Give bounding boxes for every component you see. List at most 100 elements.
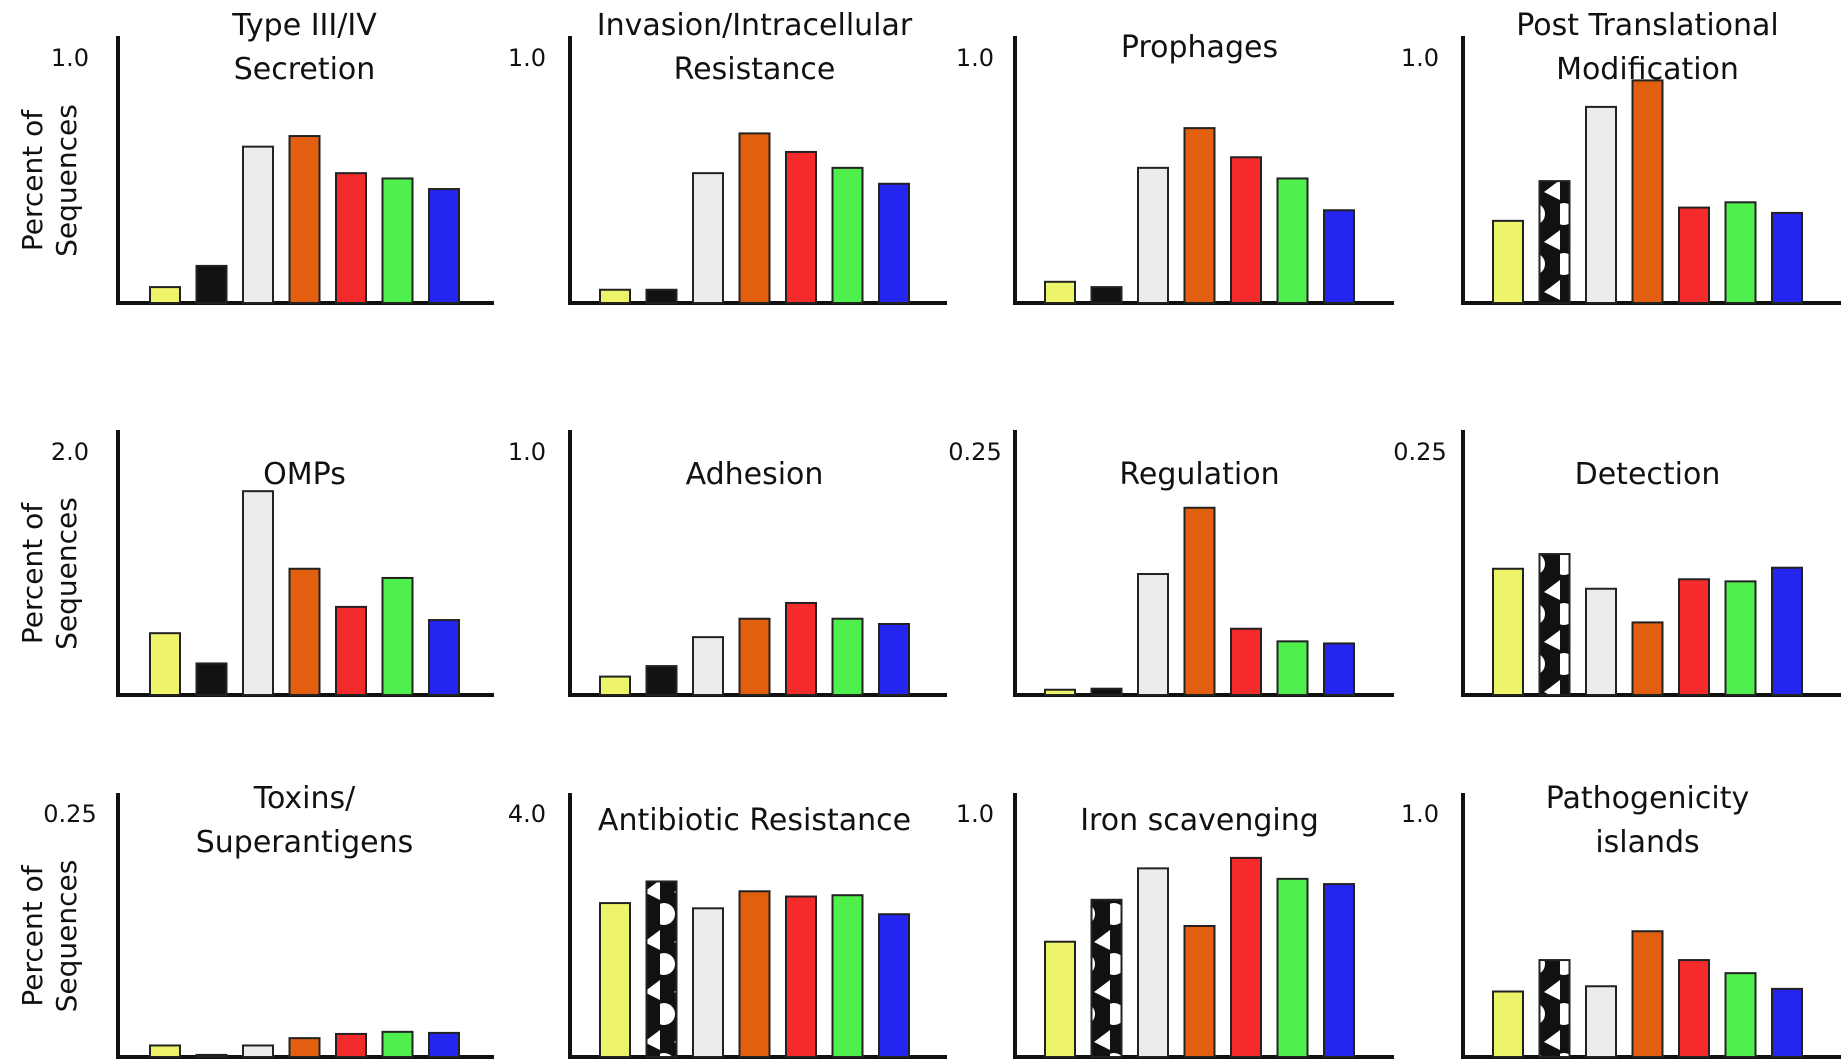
panel-title-line: Invasion/Intracellular [597,8,913,43]
bar-series-4 [1183,506,1216,696]
bar-series-1 [149,1044,181,1059]
y-axis-label-line: Sequences [50,860,83,1013]
y-axis-label: Percent of Sequences [16,497,83,650]
bar-series-7 [1771,987,1803,1059]
bar-series-4 [1631,79,1664,305]
bar-series-3 [692,172,724,304]
bar-series-6 [1276,877,1309,1059]
chart-panel-12: 1.0 Pathogenicity islands [1401,781,1841,1059]
bar-series-1 [149,286,181,305]
bar-series-4 [288,135,321,304]
bar-series-7 [878,182,910,304]
bar-series-3 [1137,166,1169,304]
chart-panel-11: 1.0 Iron scavenging [956,793,1394,1059]
bar-series-1 [1492,990,1524,1058]
bar-series-5 [1230,156,1262,304]
bar-series-7 [428,619,460,696]
bar-series-7 [878,913,910,1059]
bar-series-2 [1538,553,1571,696]
y-max-tick-label: 0.25 [948,438,1001,466]
bar-series-5 [335,1032,367,1058]
panel-title-line: Toxins/ [253,781,356,816]
bar-series-6 [1724,580,1757,696]
bar-series-2 [645,665,678,697]
y-max-tick-label: 1.0 [508,438,546,466]
bar-series-1 [1492,567,1524,697]
bar-series-1 [1492,219,1524,305]
panel-title-line: Antibiotic Resistance [598,803,911,838]
panel-title-line: Type III/IV [231,8,377,43]
bar-series-2 [1090,286,1123,305]
bar-series-6 [381,576,414,697]
bar-series-7 [1771,566,1803,697]
bar-series-4 [1631,930,1664,1058]
panel-title-line: Superantigens [196,825,414,860]
panel-title-line: islands [1595,825,1699,860]
bar-series-4 [288,567,321,697]
bar-series-1 [149,632,181,697]
bar-series-7 [1323,209,1355,304]
panel-title-line: Secretion [234,52,376,87]
bar-series-2 [1090,898,1123,1058]
y-max-tick-label: 1.0 [1401,44,1439,72]
chart-panel-5: 2.0 OMPs [51,430,494,697]
bar-series-4 [1631,621,1664,696]
bar-series-7 [1323,883,1355,1059]
bar-series-5 [1230,627,1262,696]
bar-series-4 [1183,127,1216,304]
bar-series-1 [599,675,631,697]
bar-series-6 [1276,640,1309,697]
y-max-tick-label: 1.0 [508,44,546,72]
bar-series-6 [1724,201,1757,304]
bar-series-1 [1044,940,1076,1058]
bar-series-1 [599,288,631,304]
bar-series-5 [1678,959,1710,1058]
bar-series-6 [381,1030,414,1059]
y-axis-label-line: Percent of [16,864,49,1006]
bar-series-5 [1230,856,1262,1058]
bar-series-3 [1585,105,1617,305]
bar-series-7 [878,622,910,696]
bar-series-6 [831,617,864,696]
y-max-tick-label: 1.0 [1401,800,1439,828]
bar-series-5 [1678,578,1710,697]
bar-series-7 [1323,642,1355,697]
y-max-tick-label: 1.0 [956,44,994,72]
bar-series-4 [738,617,771,696]
y-max-tick-label: 4.0 [508,800,546,828]
bar-series-2 [1538,959,1571,1058]
bar-series-3 [242,490,274,696]
y-axis-label: Percent of Sequences [16,860,83,1013]
bar-series-5 [1678,206,1710,305]
bar-series-3 [692,907,724,1058]
bar-series-1 [1044,688,1076,696]
panel-title-line: Post Translational [1516,8,1779,43]
bar-series-3 [242,145,274,304]
panel-title-line: Pathogenicity [1546,781,1749,816]
y-axis-label: Percent of Sequences [16,104,83,257]
bar-series-2 [195,1053,228,1059]
panel-title-line: Iron scavenging [1080,803,1319,838]
chart-panel-3: 1.0 Prophages [956,30,1394,305]
bar-series-3 [692,636,724,697]
bar-series-7 [428,1031,460,1058]
y-axis-label-line: Sequences [50,104,83,257]
panel-title-line: OMPs [263,457,346,492]
bar-series-5 [785,601,817,697]
bar-series-4 [738,132,771,304]
bar-series-6 [831,166,864,304]
bar-series-3 [1137,573,1169,697]
bar-series-5 [335,605,367,697]
panel-title-line: Prophages [1121,30,1278,65]
y-axis-label-line: Percent of [16,109,49,251]
panel-title-line: Resistance [674,52,836,87]
bar-series-3 [1585,985,1617,1059]
chart-panel-1: 1.0 Type III/IV Secretion [51,8,494,305]
y-max-tick-label: 1.0 [956,800,994,828]
bar-series-7 [1771,211,1803,304]
chart-panel-2: 1.0 Invasion/Intracellular Resistance [508,8,947,305]
bar-series-6 [1724,972,1757,1058]
bar-series-4 [288,1037,321,1058]
chart-panel-9: 0.25 Toxins/Superantigens [43,781,494,1059]
bar-series-6 [1276,177,1309,304]
